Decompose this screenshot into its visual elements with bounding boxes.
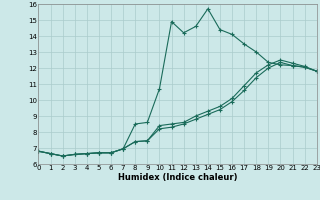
X-axis label: Humidex (Indice chaleur): Humidex (Indice chaleur): [118, 173, 237, 182]
